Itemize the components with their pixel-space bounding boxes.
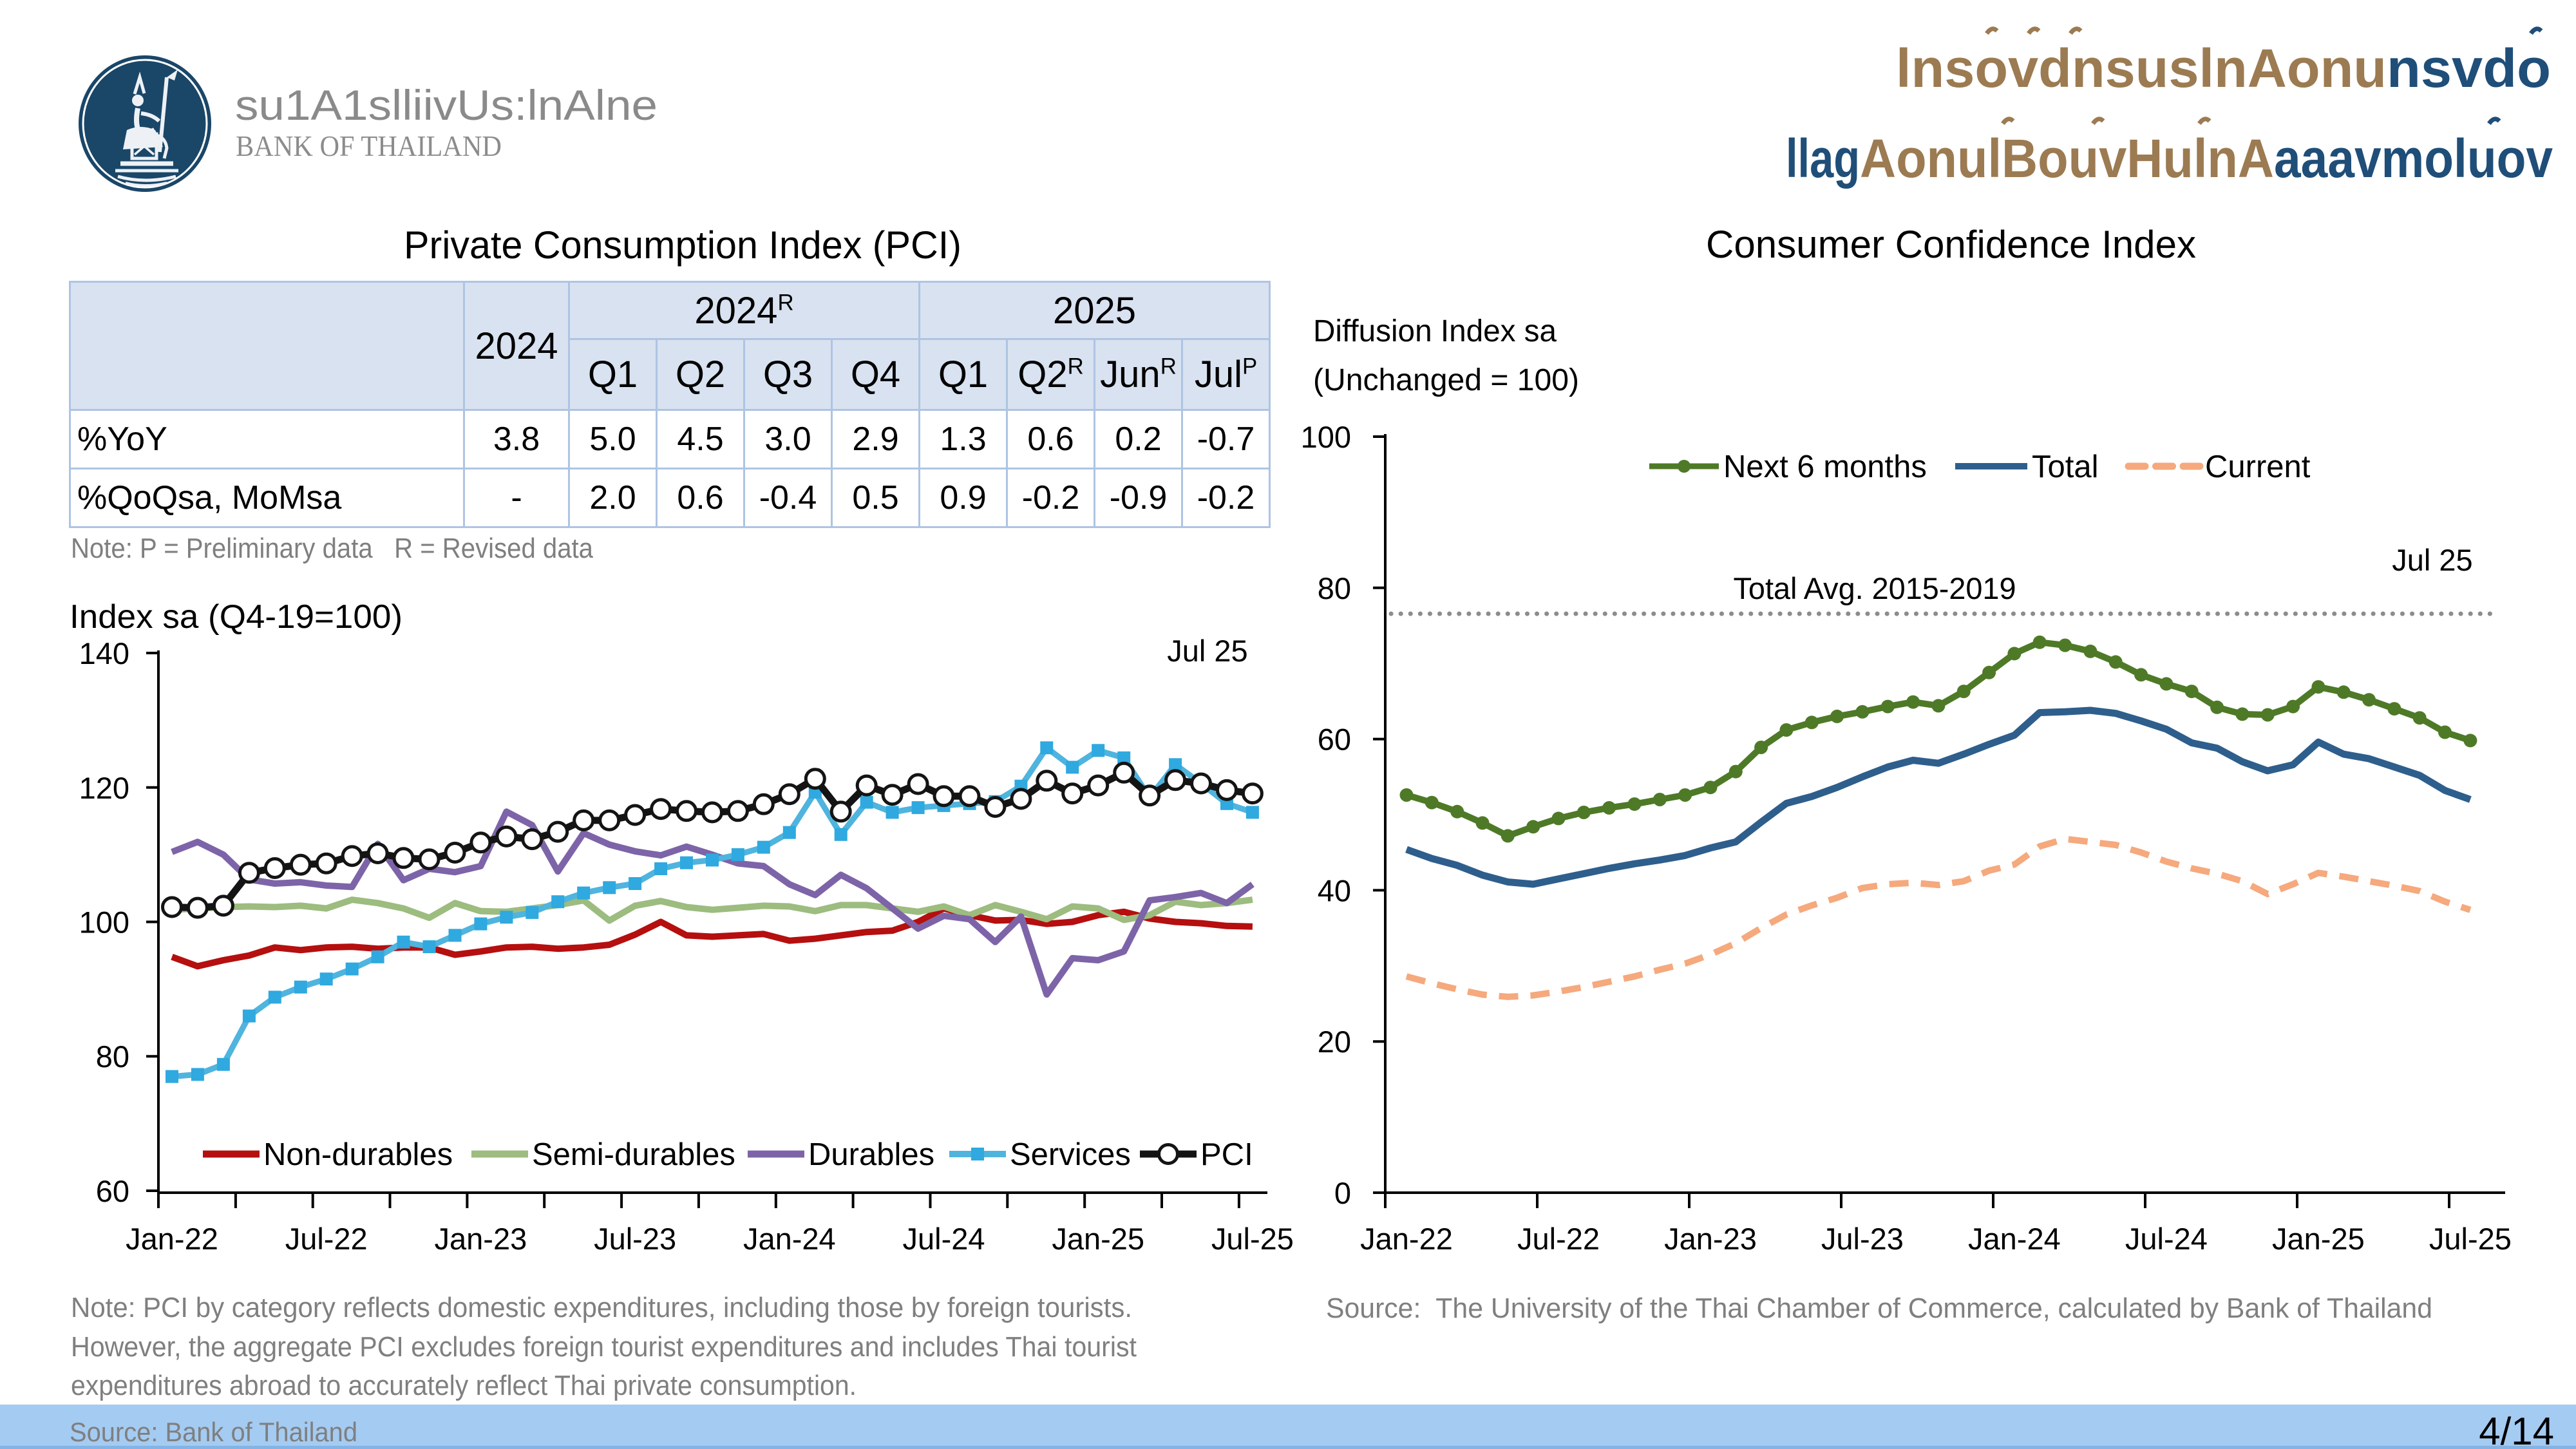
svg-text:Jan-22: Jan-22 xyxy=(126,1222,218,1256)
svg-text:Private Consumption Index (PCI: Private Consumption Index (PCI) xyxy=(404,223,961,267)
svg-text:Jul-23: Jul-23 xyxy=(594,1222,676,1256)
svg-text:Jan-22: Jan-22 xyxy=(1360,1222,1453,1256)
svg-text:su1A1slliivUs:lnAlne: su1A1slliivUs:lnAlne xyxy=(235,81,658,129)
svg-text:Total Avg. 2015-2019: Total Avg. 2015-2019 xyxy=(1734,571,2016,605)
svg-text:Semi-durables: Semi-durables xyxy=(532,1137,735,1172)
svg-text:Note: P = Preliminary data R: Note: P = Preliminary data R = Revised d… xyxy=(71,533,593,564)
svg-text:Next 6 months: Next 6 months xyxy=(1723,450,1927,484)
svg-text:Jan-25: Jan-25 xyxy=(2272,1222,2365,1256)
svg-text:Durables: Durables xyxy=(808,1137,934,1172)
svg-text:Current: Current xyxy=(2205,450,2311,484)
svg-text:Consumer Confidence Index: Consumer Confidence Index xyxy=(1706,223,2196,266)
svg-text:lnsovdnsuslnAonunsvdo: lnsovdnsuslnAonunsvdo xyxy=(1896,38,2551,99)
svg-text:Jan-24: Jan-24 xyxy=(743,1222,836,1256)
svg-text:140: 140 xyxy=(79,636,129,670)
svg-text:Jul-25: Jul-25 xyxy=(1211,1222,1294,1256)
svg-text:Jul-22: Jul-22 xyxy=(1517,1222,1600,1256)
svg-text:Jul-25: Jul-25 xyxy=(2429,1222,2512,1256)
svg-text:(Unchanged = 100): (Unchanged = 100) xyxy=(1313,363,1579,397)
svg-text:Jul-22: Jul-22 xyxy=(285,1222,368,1256)
svg-text:Jul-24: Jul-24 xyxy=(2125,1222,2208,1256)
svg-text:Jul-23: Jul-23 xyxy=(1821,1222,1904,1256)
svg-text:40: 40 xyxy=(1318,873,1351,907)
svg-text:100: 100 xyxy=(79,905,129,940)
svg-text:80: 80 xyxy=(1318,571,1351,605)
svg-text:Jul 25: Jul 25 xyxy=(2392,543,2472,577)
svg-text:Services: Services xyxy=(1010,1137,1131,1172)
svg-text:llagAonulBouvHulnAaaavmoluov: llagAonulBouvHulnAaaavmoluov xyxy=(1786,128,2553,189)
svg-text:Source: Bank of Thailand: Source: Bank of Thailand xyxy=(70,1417,357,1447)
svg-text:Jan-23: Jan-23 xyxy=(1664,1222,1757,1256)
svg-text:Jan-23: Jan-23 xyxy=(435,1222,527,1256)
svg-text:Jan-25: Jan-25 xyxy=(1052,1222,1144,1256)
svg-text:Source: The University of the: Source: The University of the Thai Chamb… xyxy=(1326,1293,2432,1324)
svg-text:0: 0 xyxy=(1334,1176,1351,1210)
svg-text:Index sa (Q4-19=100): Index sa (Q4-19=100) xyxy=(70,598,402,636)
svg-text:Diffusion Index sa: Diffusion Index sa xyxy=(1313,314,1557,348)
svg-text:expenditures abroad to accurat: expenditures abroad to accurately reflec… xyxy=(71,1370,857,1401)
svg-text:100: 100 xyxy=(1301,420,1351,454)
svg-text:Total: Total xyxy=(2032,450,2099,484)
svg-text:PCI: PCI xyxy=(1200,1137,1253,1172)
svg-text:20: 20 xyxy=(1318,1025,1351,1059)
svg-text:Non-durables: Non-durables xyxy=(263,1137,453,1172)
svg-text:120: 120 xyxy=(79,771,129,805)
svg-text:60: 60 xyxy=(96,1174,129,1208)
svg-text:80: 80 xyxy=(96,1039,129,1074)
svg-text:4/14: 4/14 xyxy=(2479,1410,2554,1449)
svg-text:Jul-24: Jul-24 xyxy=(902,1222,985,1256)
svg-text:60: 60 xyxy=(1318,723,1351,757)
svg-text:However, the aggregate PCI exc: However, the aggregate PCI excludes fore… xyxy=(71,1331,1137,1363)
svg-text:Jul 25: Jul 25 xyxy=(1167,634,1247,668)
svg-text:BANK OF THAILAND: BANK OF THAILAND xyxy=(236,129,502,162)
svg-text:Note: PCI by category reflects: Note: PCI by category reflects domestic … xyxy=(71,1292,1132,1323)
svg-text:Jan-24: Jan-24 xyxy=(1968,1222,2061,1256)
